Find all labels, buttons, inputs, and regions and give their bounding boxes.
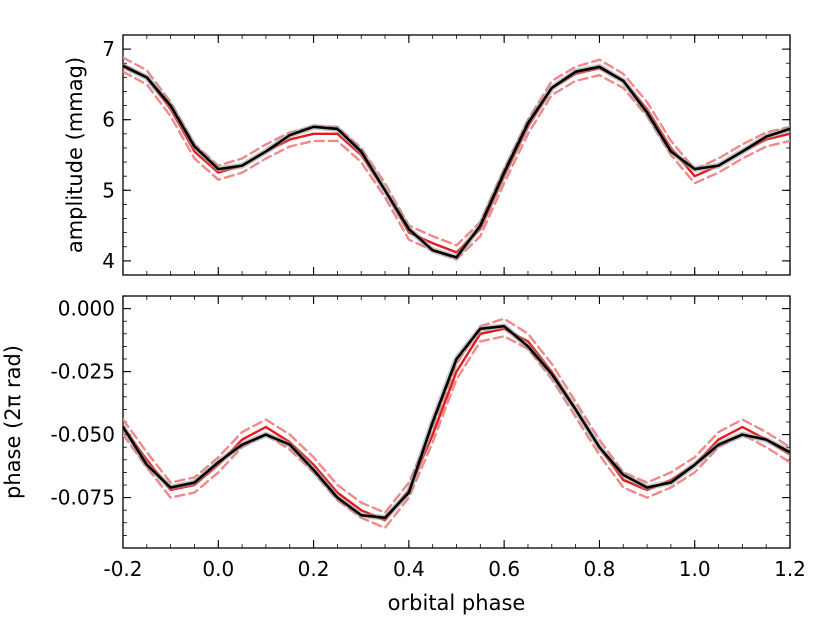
- model-band: [123, 323, 790, 521]
- x-tick-label: 0.0: [202, 557, 234, 581]
- x-tick-label: 0.2: [298, 557, 330, 581]
- y-tick-label: 0.000: [58, 297, 115, 321]
- x-tick-label: 0.6: [488, 557, 520, 581]
- y-tick-label: 4: [102, 249, 115, 273]
- lower-bound-line: [123, 335, 790, 529]
- y-tick-label: -0.025: [51, 360, 115, 384]
- observed-line: [123, 63, 790, 254]
- model-line: [123, 324, 790, 520]
- y-axis-title: amplitude (mmag): [63, 57, 87, 253]
- x-tick-label: 1.2: [774, 557, 806, 581]
- plot-frame: [122, 295, 791, 549]
- y-axis-title: phase (2π rad): [1, 345, 25, 499]
- data-layer: [123, 317, 790, 529]
- amplitude-panel: 4 5 6 7 amplitude (mmag): [63, 34, 791, 276]
- x-tick-label: 1.0: [679, 557, 711, 581]
- y-tick-label: -0.050: [51, 423, 115, 447]
- upper-bound-line: [123, 317, 790, 514]
- x-tick-label: 0.8: [584, 557, 616, 581]
- y-tick-label: -0.075: [51, 486, 115, 510]
- model-line: [123, 64, 790, 259]
- y-tick-label: 7: [102, 37, 115, 61]
- phase-panel: -0.2 0.0 0.2 0.4 0.6 0.8 1.0 1.2 0.000 -0.025 -0.0…: [1, 295, 806, 615]
- data-layer: [123, 56, 790, 261]
- x-axis-title: orbital phase: [388, 591, 526, 615]
- x-tick-label: 0.4: [393, 557, 425, 581]
- y-tick-label: 5: [102, 178, 115, 202]
- upper-bound-line: [123, 56, 790, 247]
- y-tick-label: 6: [102, 108, 115, 132]
- plot-frame: [122, 34, 791, 276]
- x-tick-label: -0.2: [103, 557, 142, 581]
